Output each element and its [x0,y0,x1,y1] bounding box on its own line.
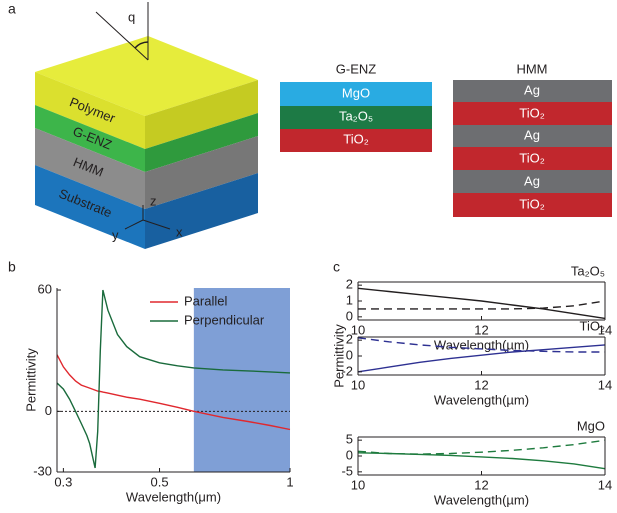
y-tick-label: -5 [341,463,353,478]
axis-label: y [112,227,119,242]
genz-stack: G-ENZ MgO Ta₂O₅ TiO₂ [280,61,432,152]
hmm-stack: HMM Ag TiO₂ Ag TiO₂ Ag TiO₂ [453,61,612,217]
x-axis-label: Wavelength(µm) [434,392,529,407]
y-tick-label: -30 [33,463,52,478]
x-tick-label: 12 [474,377,488,392]
layer-label: TiO₂ [343,131,369,146]
chart-title: MgO [577,418,605,433]
layer-label: Ag [524,127,540,142]
y-tick-label: 0 [346,308,353,323]
legend-label: Parallel [184,293,227,308]
x-tick-label: 0.5 [150,474,168,489]
x-axis-label: Wavelength(µm) [434,492,529,507]
y-tick-label: 0 [346,347,353,362]
y-tick-label: 0 [45,403,52,418]
x-tick-label: 0.3 [54,474,72,489]
data-line [358,440,605,454]
y-tick-label: 2 [346,277,353,292]
x-tick-label: 10 [351,477,365,492]
layer-label: TiO₂ [519,105,545,120]
layer-label: MgO [342,85,370,100]
y-tick-label: 2 [346,332,353,347]
layer-label: TiO₂ [519,150,545,165]
panel-label: c [333,259,340,275]
data-line [358,301,605,309]
y-axis-label: Permittivity [23,348,38,412]
layer-label: Ag [524,82,540,97]
axis-label: z [150,193,157,208]
x-tick-label: 14 [598,377,612,392]
y-tick-label: 5 [346,432,353,447]
y-tick-label: 0 [346,447,353,462]
panel-label: b [8,259,16,275]
y-tick-label: 60 [38,281,52,296]
stack-title: HMM [516,61,547,76]
layer-label: TiO₂ [519,196,545,211]
y-axis-label: Permittivity [331,324,346,388]
x-tick-label: 12 [474,477,488,492]
x-tick-label: 14 [598,477,612,492]
stack-title: G-ENZ [336,61,377,76]
chart-title: TiO₂ [579,318,605,333]
chart-title: Ta₂O₅ [571,263,605,278]
x-tick-label: 1 [286,474,293,489]
figure: a b c q Polymer G-ENZ HMM Substrate z y … [0,0,617,513]
layer-block: q Polymer G-ENZ HMM Substrate z y x [35,2,258,249]
layer-label: Ag [524,173,540,188]
layer-label: Ta₂O₅ [339,108,373,123]
panel-label: a [8,1,16,17]
data-line [358,453,605,469]
axis-label: x [176,224,183,239]
x-axis-label: Wavelength(μm) [126,489,221,504]
y-tick-label: 1 [346,292,353,307]
angle-label: q [128,9,135,24]
x-tick-label: 10 [351,377,365,392]
legend-label: Perpendicular [184,312,265,327]
x-tick-label: 12 [474,322,488,337]
data-line [358,288,605,318]
